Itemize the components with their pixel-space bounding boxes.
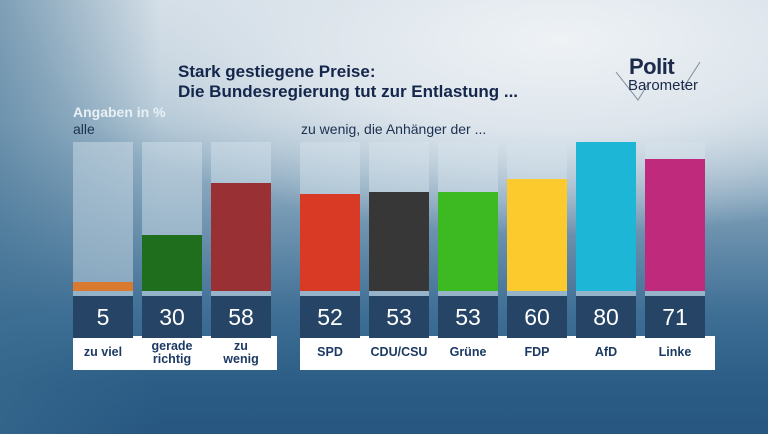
logo-barometer: Barometer [628, 77, 699, 94]
category-label-line: AfD [594, 345, 618, 359]
bar [507, 179, 567, 291]
value-label: 30 [142, 296, 202, 338]
right-label-strip [300, 336, 715, 370]
category-label: zu wenig [211, 340, 271, 366]
bar-track [300, 142, 360, 291]
category-label: Grüne [438, 346, 498, 359]
value-label: 53 [438, 296, 498, 338]
value-label: 71 [645, 296, 705, 338]
category-label-line: SPD [317, 345, 343, 359]
bar-track [73, 142, 133, 291]
politbarometer-logo: Polit Barometer [612, 52, 722, 102]
bar [211, 182, 271, 291]
bar [645, 158, 705, 291]
bar-track [507, 142, 567, 291]
bar-separator [73, 291, 133, 296]
bar-track [645, 142, 705, 291]
bar [300, 194, 360, 291]
bar-separator [300, 291, 360, 296]
bar-track [211, 142, 271, 291]
bar-separator [507, 291, 567, 296]
bar-separator [142, 291, 202, 296]
logo-polit: Polit [629, 54, 675, 79]
bar-track [142, 142, 202, 291]
category-label: Linke [645, 346, 705, 359]
bar [369, 192, 429, 291]
category-label: FDP [507, 346, 567, 359]
left-chart-title: alle [73, 121, 95, 137]
bar [576, 142, 636, 291]
bar [73, 281, 133, 291]
category-label-line: zu [234, 339, 248, 353]
value-label: 52 [300, 296, 360, 338]
value-label: 80 [576, 296, 636, 338]
bar-separator [211, 291, 271, 296]
category-label-line: FDP [524, 345, 550, 359]
category-label-line: wenig [223, 352, 259, 366]
checkmark-icon [615, 61, 701, 101]
category-label: AfD [576, 346, 636, 359]
bar [142, 235, 202, 291]
value-label: 58 [211, 296, 271, 338]
bar-separator [438, 291, 498, 296]
bar-separator [369, 291, 429, 296]
value-label: 53 [369, 296, 429, 338]
value-label: 5 [73, 296, 133, 338]
category-label-line: richtig [152, 352, 192, 366]
units-label: Angaben in % [73, 104, 166, 120]
chart-title: Stark gestiegene Preise: Die Bundesregie… [178, 62, 518, 102]
bar-separator [645, 291, 705, 296]
title-line-2: Die Bundesregierung tut zur Entlastung .… [178, 82, 519, 101]
right-chart-title: zu wenig, die Anhänger der ... [301, 121, 487, 137]
left-label-strip [73, 336, 277, 370]
value-label: 60 [507, 296, 567, 338]
category-label: zu viel [73, 346, 133, 359]
category-label-line: Grüne [449, 345, 487, 359]
category-label: gerade richtig [142, 340, 202, 366]
bar-track [369, 142, 429, 291]
category-label: CDU/CSU [369, 346, 429, 359]
title-line-1: Stark gestiegene Preise: [178, 62, 376, 81]
category-label-line: Linke [658, 345, 692, 359]
bar-track [438, 142, 498, 291]
category-label: SPD [300, 346, 360, 359]
bar-separator [576, 291, 636, 296]
bar-track [576, 142, 636, 291]
category-label-line: zu viel [83, 345, 123, 359]
category-label-line: gerade [151, 339, 193, 353]
category-label-line: CDU/CSU [370, 345, 428, 359]
bar [438, 192, 498, 291]
